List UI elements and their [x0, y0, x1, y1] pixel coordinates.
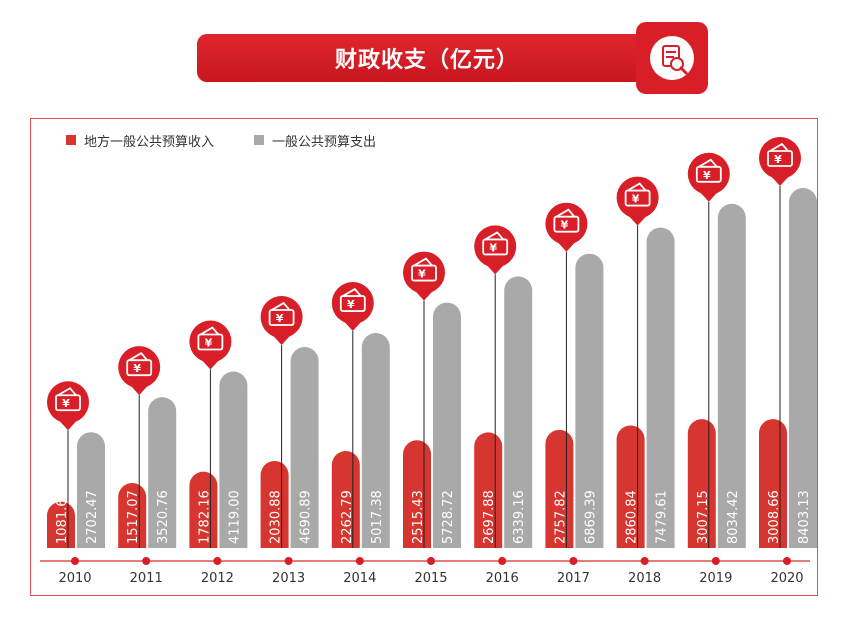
- page-title: 财政收支（亿元）: [334, 48, 519, 73]
- x-tick-label: 2016: [486, 571, 519, 586]
- x-tick-label: 2012: [201, 571, 234, 586]
- data-label-income: 2030.88: [269, 490, 284, 544]
- bar-expense: [290, 347, 319, 548]
- document-magnifier-icon: [636, 22, 708, 94]
- bar-expense: [575, 253, 604, 548]
- bar-expense: [504, 276, 533, 548]
- svg-text:¥: ¥: [561, 219, 569, 232]
- data-label-income: 1081.69: [55, 490, 70, 544]
- data-label-expense: 4690.89: [299, 490, 314, 544]
- x-tick-label: 2020: [770, 571, 803, 586]
- data-label-income: 3008.66: [767, 490, 782, 544]
- x-tick-label: 2015: [414, 571, 447, 586]
- timeline-dot: [783, 557, 791, 565]
- svg-text:¥: ¥: [347, 298, 355, 311]
- data-label-income: 2860.84: [625, 490, 640, 544]
- timeline-dot: [71, 557, 79, 565]
- data-label-expense: 5728.72: [441, 490, 456, 544]
- yuan-wallet-icon: ¥: [47, 381, 89, 431]
- timeline-dot: [427, 557, 435, 565]
- timeline-dot: [640, 557, 649, 565]
- timeline-dot: [711, 557, 720, 565]
- timeline-dot: [142, 557, 151, 565]
- yuan-wallet-icon: ¥: [474, 225, 517, 275]
- x-tick-label: 2018: [628, 571, 661, 586]
- yuan-wallet-icon: ¥: [403, 251, 445, 301]
- data-label-income: 1782.16: [197, 490, 212, 544]
- svg-text:¥: ¥: [276, 312, 284, 325]
- data-label-income: 2262.79: [340, 490, 355, 544]
- x-tick-label: 2014: [343, 571, 376, 586]
- yuan-wallet-icon: ¥: [331, 282, 374, 332]
- svg-text:¥: ¥: [489, 241, 497, 254]
- yuan-wallet-icon: ¥: [616, 176, 659, 226]
- yuan-wallet-icon: ¥: [687, 152, 730, 202]
- yuan-wallet-icon: ¥: [118, 346, 161, 396]
- timeline-dot: [355, 557, 364, 565]
- x-tick-label: 2010: [58, 571, 91, 586]
- bar-expense: [433, 302, 461, 548]
- bar-expense: [219, 371, 248, 548]
- bar-expense: [77, 432, 105, 548]
- bar-expense: [717, 203, 746, 548]
- yuan-wallet-icon: ¥: [260, 296, 303, 346]
- bar-expense: [789, 188, 817, 548]
- svg-text:¥: ¥: [205, 337, 213, 350]
- x-tick-label: 2013: [272, 571, 305, 586]
- yuan-wallet-icon: ¥: [189, 320, 232, 370]
- svg-text:¥: ¥: [418, 268, 426, 281]
- legend-swatch-income: [66, 135, 76, 145]
- data-label-expense: 4119.00: [227, 490, 242, 544]
- svg-text:¥: ¥: [774, 153, 782, 166]
- bar-expense: [646, 227, 675, 548]
- data-label-expense: 2702.47: [85, 490, 100, 544]
- yuan-wallet-icon: ¥: [545, 202, 588, 252]
- bar-expense: [361, 333, 390, 548]
- x-tick-label: 2019: [699, 571, 732, 586]
- x-tick-label: 2011: [130, 571, 163, 586]
- data-label-income: 2515.43: [411, 490, 426, 544]
- legend-item-income: 地方一般公共预算收入: [66, 131, 214, 150]
- timeline-dot: [498, 557, 507, 565]
- legend-swatch-expense: [254, 135, 265, 145]
- data-label-expense: 8034.42: [726, 490, 741, 544]
- x-tick-label: 2017: [557, 571, 590, 586]
- data-label-income: 2757.82: [553, 490, 568, 544]
- data-label-expense: 7479.61: [655, 490, 670, 544]
- data-label-expense: 8403.13: [797, 490, 812, 544]
- bar-expense: [148, 397, 177, 548]
- data-label-income: 3007.15: [696, 490, 711, 544]
- svg-text:¥: ¥: [703, 169, 711, 182]
- svg-text:¥: ¥: [62, 397, 70, 410]
- legend-item-expense: 一般公共预算支出: [254, 131, 376, 150]
- timeline-dot: [284, 557, 293, 565]
- data-label-income: 2697.88: [482, 490, 497, 544]
- legend-label-expense: 一般公共预算支出: [272, 134, 377, 150]
- data-label-expense: 6869.39: [583, 490, 598, 544]
- data-label-expense: 3520.76: [156, 490, 171, 544]
- timeline-dot: [213, 557, 222, 565]
- svg-text:¥: ¥: [133, 362, 141, 375]
- timeline-dot: [569, 557, 578, 565]
- svg-text:¥: ¥: [632, 193, 640, 206]
- chart-frame: [30, 118, 818, 596]
- title-banner: 财政收支（亿元）: [197, 34, 702, 82]
- data-label-expense: 6339.16: [512, 490, 527, 544]
- data-label-income: 1517.07: [126, 490, 141, 544]
- data-label-expense: 5017.38: [370, 490, 385, 544]
- yuan-wallet-icon: ¥: [759, 137, 801, 186]
- chart-legend: 地方一般公共预算收入 一般公共预算支出: [66, 130, 416, 150]
- legend-label-income: 地方一般公共预算收入: [84, 134, 215, 150]
